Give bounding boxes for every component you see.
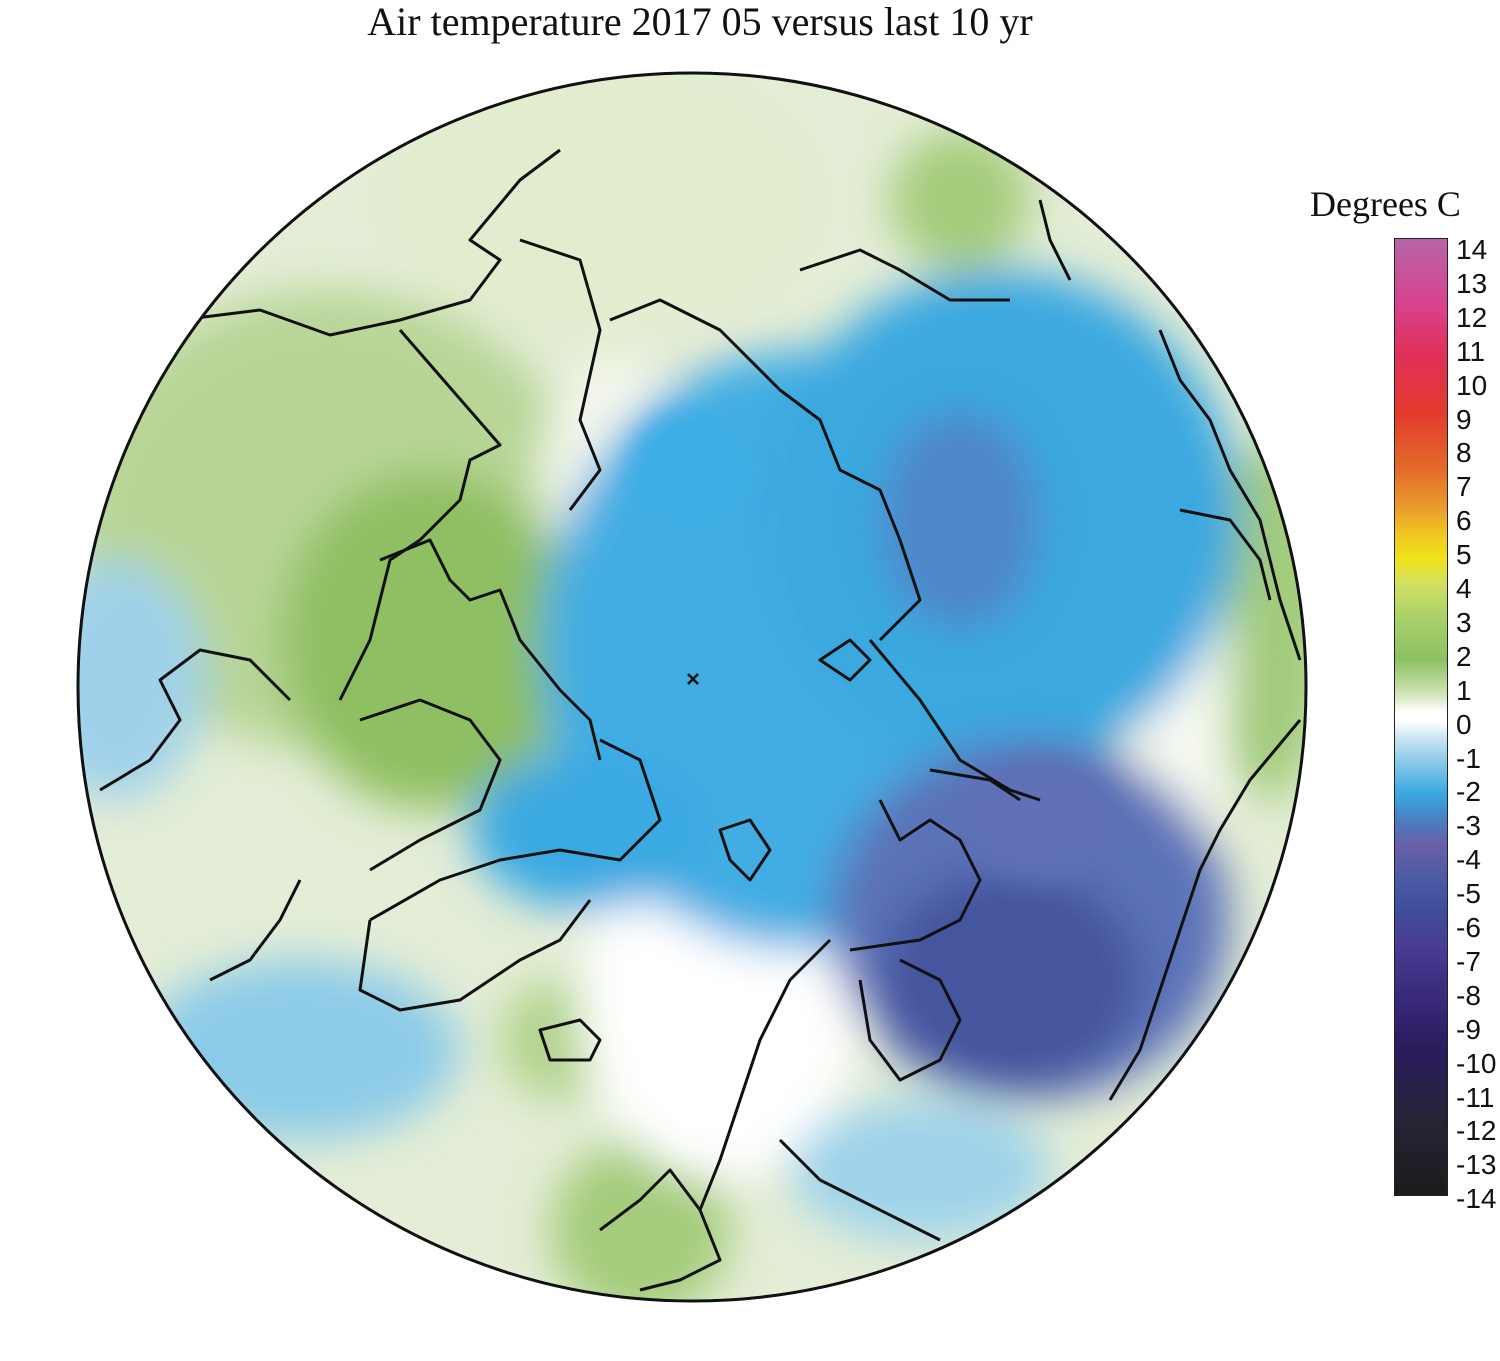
colorbar-tick-label: -14 — [1456, 1183, 1497, 1215]
anomaly-field — [78, 73, 1306, 1301]
colorbar-tick-label: 1 — [1456, 674, 1472, 706]
colorbar-tick-label: 5 — [1456, 539, 1472, 571]
colorbar-tick-label: 11 — [1456, 335, 1486, 367]
colorbar-tick-label: -7 — [1456, 945, 1481, 977]
colorbar-tick-label: 10 — [1456, 369, 1488, 401]
colorbar-tick-label: 4 — [1456, 573, 1472, 604]
colorbar-tick-label: -9 — [1456, 1013, 1481, 1045]
colorbar-tick-label: 12 — [1456, 301, 1488, 333]
colorbar-tick-label: -13 — [1456, 1149, 1497, 1181]
colorbar-tick-label: 3 — [1456, 606, 1472, 638]
colorbar-tick-label: -12 — [1456, 1115, 1497, 1147]
colorbar — [1394, 238, 1448, 1196]
colorbar-tick-label: -3 — [1456, 810, 1481, 842]
colorbar-tick-label: 14 — [1456, 234, 1488, 265]
colorbar-tick-label: 13 — [1456, 267, 1488, 299]
coastlines — [99, 148, 1302, 1292]
colorbar-tick-label: 9 — [1456, 403, 1472, 435]
colorbar-tick-label: -1 — [1456, 742, 1481, 774]
colorbar-tick-label: -8 — [1456, 979, 1481, 1011]
colorbar-tick-label: -10 — [1456, 1047, 1497, 1079]
map-boundary-circle — [76, 71, 1308, 1303]
colorbar-tick-label: -2 — [1456, 776, 1481, 808]
colorbar-tick-label: -11 — [1456, 1081, 1495, 1113]
colorbar-tick-label: 7 — [1456, 471, 1472, 503]
colorbar-tick-label: 2 — [1456, 640, 1472, 672]
colorbar-tick-label: -6 — [1456, 912, 1481, 943]
colorbar-tick-label: 0 — [1456, 708, 1472, 740]
legend-title: Degrees C — [1310, 184, 1461, 224]
colorbar-tick-label: -4 — [1456, 844, 1481, 876]
north-pole-marker — [687, 673, 699, 685]
colorbar-tick-label: -5 — [1456, 878, 1481, 910]
colorbar-tick-label: 6 — [1456, 505, 1472, 537]
colorbar-tick-label: 8 — [1456, 437, 1472, 469]
map-title: Air temperature 2017 05 versus last 10 y… — [367, 0, 1033, 44]
